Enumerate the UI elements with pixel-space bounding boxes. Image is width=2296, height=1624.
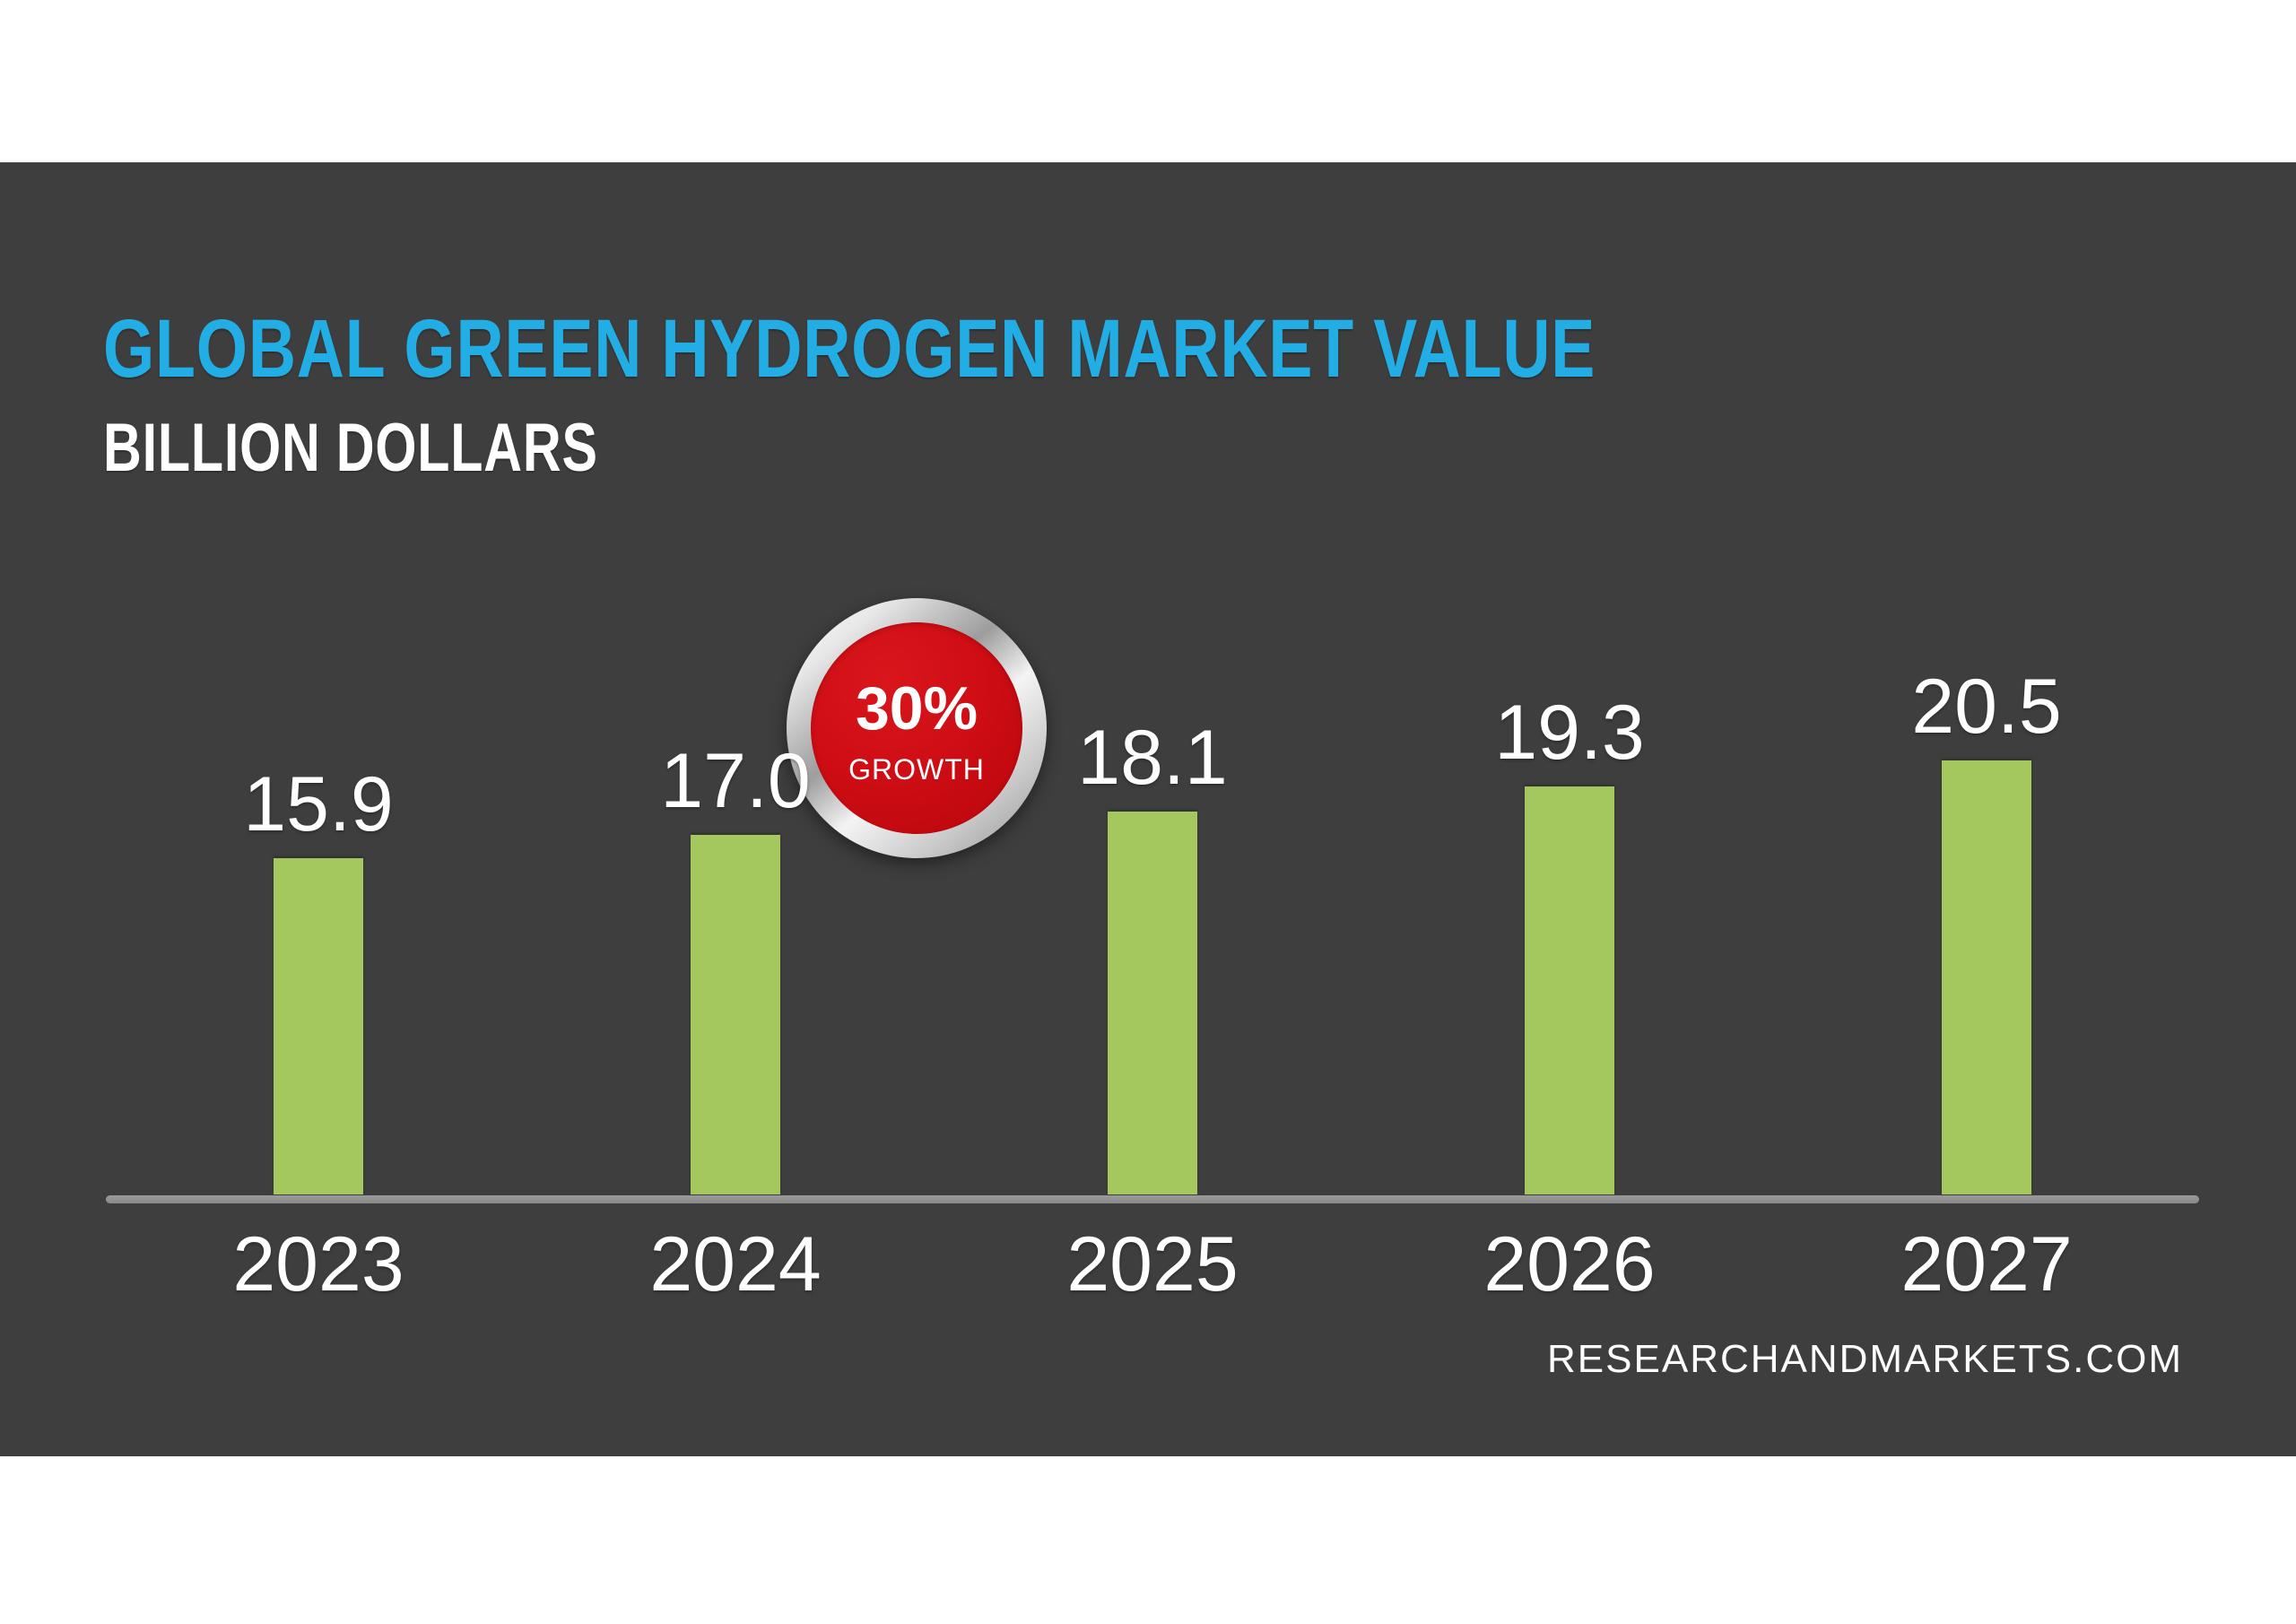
value-label-2024: 17.0 xyxy=(660,737,811,824)
page-title: GLOBAL GREEN HYDROGEN MARKET VALUE xyxy=(103,302,1596,395)
bar-2027 xyxy=(1942,760,2031,1194)
category-label-2024: 2024 xyxy=(649,1221,822,1307)
bar-2025 xyxy=(1108,811,1197,1194)
bar-2024 xyxy=(691,834,780,1194)
bar-2023 xyxy=(274,857,363,1194)
value-label-2023: 15.9 xyxy=(243,760,394,847)
chart-panel: GLOBAL GREEN HYDROGEN MARKET VALUE BILLI… xyxy=(0,162,2296,1456)
category-label-2026: 2026 xyxy=(1483,1221,1656,1307)
value-label-2027: 20.5 xyxy=(1911,664,2062,751)
growth-badge-percent: 30% xyxy=(855,674,978,743)
value-label-2025: 18.1 xyxy=(1077,714,1228,801)
growth-badge: 30% GROWTH xyxy=(787,598,1047,858)
page-subtitle: BILLION DOLLARS xyxy=(103,410,598,487)
source-attribution: RESEARCHANDMARKETS.COM xyxy=(1547,1337,2183,1381)
bar-2026 xyxy=(1525,786,1614,1194)
bar-chart-plot: 15.9 2023 17.0 2024 18.1 2025 19.3 2026 20.5 2027 xyxy=(0,162,2296,1456)
growth-badge-disc: 30% GROWTH xyxy=(811,622,1022,834)
growth-badge-caption: GROWTH xyxy=(848,753,985,786)
category-label-2027: 2027 xyxy=(1900,1221,2073,1307)
category-label-2025: 2025 xyxy=(1066,1221,1239,1307)
x-axis-line xyxy=(106,1195,2199,1203)
category-label-2023: 2023 xyxy=(232,1221,404,1307)
value-label-2026: 19.3 xyxy=(1494,689,1645,776)
